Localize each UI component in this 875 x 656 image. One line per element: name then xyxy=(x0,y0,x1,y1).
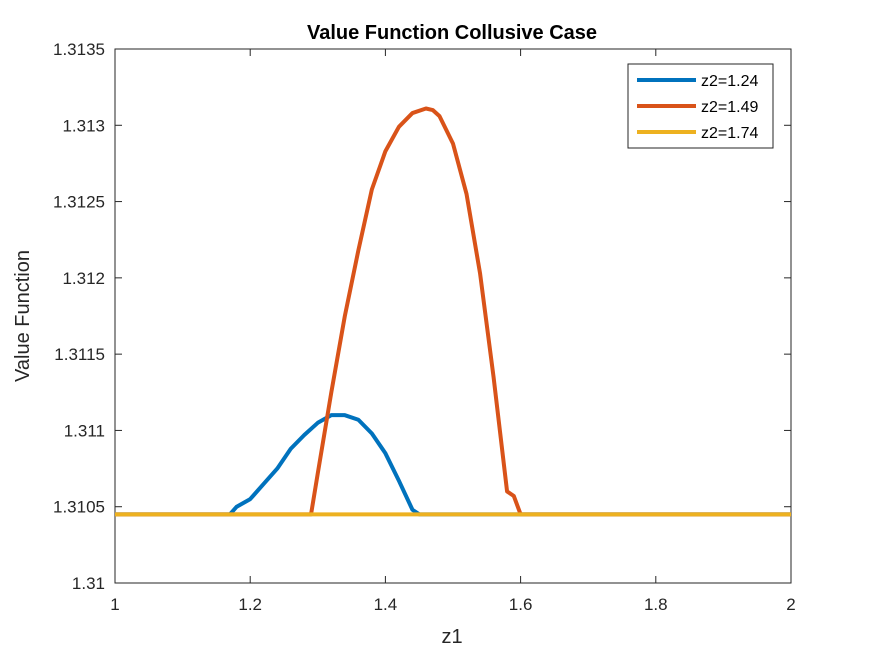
chart-title: Value Function Collusive Case xyxy=(307,22,597,44)
series-line-1 xyxy=(115,413,791,517)
x-axis-label: z1 xyxy=(441,626,462,648)
y-axis-label: Value Function xyxy=(12,250,34,382)
series-layer xyxy=(115,106,791,517)
y-tick-label: 1.3105 xyxy=(53,498,105,517)
y-tick-label: 1.3135 xyxy=(53,40,105,59)
y-tick-label: 1.3125 xyxy=(53,193,105,212)
y-tick-label: 1.31 xyxy=(72,574,105,593)
x-tick-label: 1.4 xyxy=(374,595,398,614)
y-tick-label: 1.312 xyxy=(62,269,105,288)
y-tick-label: 1.313 xyxy=(62,116,105,135)
x-tick-label: 1.2 xyxy=(238,595,262,614)
legend-label: z2=1.74 xyxy=(701,125,758,142)
legend: z2=1.24 z2=1.49 z2=1.74 xyxy=(627,63,774,149)
x-tick-label: 1 xyxy=(110,595,119,614)
legend-label: z2=1.49 xyxy=(701,99,758,116)
axes: 1 1.2 1.4 1.6 1.8 2 1.31 1.3105 1.311 1.3115 1.312… xyxy=(53,40,796,614)
y-tick-label: 1.3115 xyxy=(54,345,105,364)
x-tick-label: 1.8 xyxy=(644,595,668,614)
x-tick-label: 1.6 xyxy=(509,595,533,614)
y-tick-label: 1.311 xyxy=(64,421,105,440)
x-tick-label: 2 xyxy=(786,595,795,614)
legend-label: z2=1.24 xyxy=(701,73,758,90)
series-line-2 xyxy=(115,106,791,517)
